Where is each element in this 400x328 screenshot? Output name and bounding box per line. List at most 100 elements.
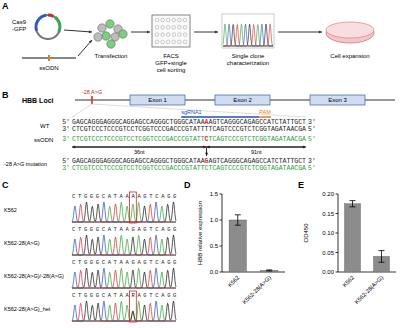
plasmid-segment bbox=[55, 17, 60, 32]
thumb-trace bbox=[223, 24, 273, 46]
step-label: cell sorting bbox=[157, 67, 186, 73]
arrow-line bbox=[207, 147, 305, 148]
exon-label: Exon 1 bbox=[148, 97, 167, 103]
well bbox=[178, 26, 182, 30]
y-axis bbox=[222, 194, 223, 272]
trace bbox=[72, 268, 176, 288]
error-cap bbox=[379, 262, 385, 263]
cell bbox=[106, 20, 114, 28]
cell bbox=[94, 33, 102, 41]
arm-label: 91nt bbox=[251, 149, 262, 155]
axis-title: HBB relative expression bbox=[197, 201, 203, 265]
well bbox=[166, 26, 170, 30]
error-cap bbox=[350, 200, 356, 201]
error-cap bbox=[266, 270, 272, 271]
strand-end: 3' bbox=[62, 165, 70, 172]
axis-title: OD450 bbox=[303, 223, 309, 243]
figure: ABCDECas9-GFPssODNTransfectionFACSGFP+si… bbox=[0, 0, 400, 328]
tick-label: 0.0 bbox=[210, 269, 219, 275]
tick-label: 1.0 bbox=[210, 217, 219, 223]
sequence: GAGCAGGGAGGGCAGGAGCCAGGGCTGGGCATAAAAGTCA… bbox=[72, 119, 306, 126]
panel-label: A bbox=[2, 1, 9, 11]
strand-end: 5' bbox=[308, 165, 316, 172]
bar bbox=[229, 220, 246, 272]
well bbox=[155, 33, 159, 37]
zoom-line bbox=[72, 104, 92, 117]
well bbox=[183, 33, 187, 37]
error-bar bbox=[266, 270, 272, 271]
strand-end: 3' bbox=[308, 158, 316, 165]
cell bbox=[119, 30, 127, 38]
trace bbox=[72, 202, 176, 222]
tick-label: 0.20 bbox=[322, 191, 334, 197]
strand-end: 5' bbox=[308, 126, 316, 133]
tick-label: 1.5 bbox=[210, 191, 219, 197]
arrow-head bbox=[89, 40, 92, 43]
panel-label: D bbox=[184, 180, 191, 190]
well bbox=[155, 40, 159, 44]
arrow-head bbox=[147, 30, 150, 33]
thumb-trace bbox=[223, 24, 273, 46]
base-calls: CTGGGCATAAGAGTCAGG bbox=[72, 259, 176, 266]
trace bbox=[72, 268, 176, 288]
trace bbox=[72, 235, 176, 255]
arrow-line bbox=[194, 32, 218, 33]
zoom-line bbox=[92, 104, 306, 117]
clone-label: K562-28(A>G) bbox=[4, 240, 40, 246]
well bbox=[166, 18, 170, 22]
step-label: FACS bbox=[163, 53, 179, 59]
bar bbox=[261, 270, 278, 272]
error-line bbox=[237, 215, 238, 225]
well bbox=[178, 18, 182, 22]
pam-label: PAM bbox=[259, 109, 271, 115]
y-tick bbox=[336, 252, 339, 253]
plot-area bbox=[345, 201, 390, 272]
arrow-line bbox=[78, 40, 92, 56]
tick-label: 0.5 bbox=[210, 243, 219, 249]
locus-title: HBB Loci bbox=[22, 97, 54, 104]
cell bbox=[107, 40, 115, 48]
category-label: K562 bbox=[341, 274, 355, 288]
clone-label: K562-28(A>G)_het bbox=[4, 306, 51, 312]
sgrna-label: sgRNA1 bbox=[181, 109, 201, 115]
well bbox=[172, 40, 176, 44]
sequence: CTCGTCCCTCCCGTCCTCGGTCCCGACCCGTATTTTCAGT… bbox=[72, 126, 306, 133]
dish bbox=[326, 23, 374, 43]
trace bbox=[72, 235, 176, 255]
error-line bbox=[352, 201, 353, 207]
error-cap bbox=[350, 206, 356, 207]
chromatogram-thumb bbox=[222, 14, 274, 48]
sequence-part: AGTCAGGGCAGAGCCATCTATTGCT bbox=[208, 158, 306, 165]
error-bar bbox=[379, 251, 385, 263]
cell bbox=[98, 24, 106, 32]
thumb-trace bbox=[223, 24, 273, 46]
y-tick bbox=[336, 194, 339, 195]
exon-label: Exon 2 bbox=[233, 97, 252, 103]
strand-end: 5' bbox=[62, 119, 70, 126]
mutation-label: -28 A>G bbox=[82, 89, 102, 95]
row-label: ssODN bbox=[34, 137, 53, 143]
y-tick bbox=[220, 194, 223, 195]
sequence-part: CTCGTCCCTCCCGTCCTCGGTCCCGACCCGTATT bbox=[72, 136, 205, 143]
plasmid-label: Cas9 bbox=[12, 19, 27, 25]
ssodn-mutation bbox=[48, 55, 50, 61]
y-tick bbox=[220, 220, 223, 221]
exon bbox=[310, 95, 365, 105]
sequence: CTCGTCCCTCCCGTCCTCGGTCCCGACCCGTATTCTCAGT… bbox=[72, 165, 306, 172]
plate bbox=[152, 15, 190, 47]
sequence: CTCGTCCCTCCCGTCCTCGGTCCCGACCCGTATTCTCAGT… bbox=[72, 136, 306, 143]
trace bbox=[72, 301, 176, 321]
trace bbox=[72, 301, 176, 321]
well bbox=[161, 18, 165, 22]
well bbox=[155, 26, 159, 30]
well bbox=[161, 26, 165, 30]
step-label: GFP+single bbox=[155, 60, 187, 66]
well bbox=[172, 18, 176, 22]
exon bbox=[130, 95, 185, 105]
trace bbox=[72, 270, 176, 288]
error-bar bbox=[235, 215, 241, 225]
mutation-site bbox=[91, 96, 93, 104]
strand-end: 3' bbox=[62, 136, 70, 143]
category-label: K562 bbox=[227, 274, 241, 288]
strand-end: 3' bbox=[308, 119, 316, 126]
